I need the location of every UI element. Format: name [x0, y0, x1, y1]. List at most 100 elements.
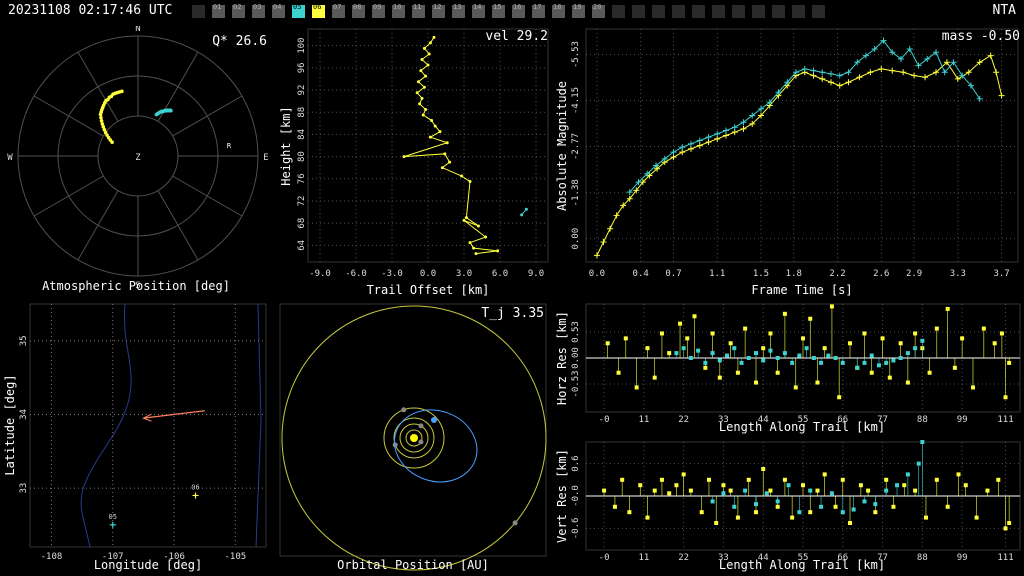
- magnitude-point-05: [731, 124, 738, 131]
- polar-spoke: [172, 175, 243, 217]
- planet-orbit: [393, 417, 435, 459]
- residual-point-06: [645, 515, 650, 520]
- residual-point-06: [902, 483, 907, 488]
- residual-point-05: [829, 491, 834, 496]
- trail-line-06: [403, 37, 498, 255]
- residual-point-06: [960, 336, 965, 341]
- station-box-02: 02: [232, 3, 245, 18]
- magnitude-point-05: [932, 49, 939, 56]
- residual-point-05: [920, 440, 925, 444]
- residual-point-06: [866, 488, 871, 493]
- magnitude-point-06: [900, 69, 907, 76]
- plot-frame: [585, 28, 1019, 263]
- polar-spoke: [33, 95, 104, 137]
- residual-point-06: [880, 336, 885, 341]
- station-box-11: 11: [412, 3, 425, 18]
- residual-point-05: [797, 353, 802, 358]
- residual-point-06: [761, 346, 766, 351]
- trail-point-06: [419, 69, 423, 73]
- latitude-longitude-panel: -108 -107 -106 -105 33 34 35 Longitude [deg] Lat…: [3, 303, 267, 572]
- magnitude-point-05: [941, 69, 948, 76]
- residual-point-06: [862, 331, 867, 336]
- residual-point-06: [634, 385, 639, 390]
- station-box-19: 19: [572, 3, 585, 18]
- residual-point-06: [945, 306, 950, 311]
- station-label: 15: [493, 3, 502, 11]
- trail-ylabel: Height [km]: [279, 106, 293, 185]
- planet-marker: [401, 407, 407, 413]
- trail-point-06: [421, 113, 425, 117]
- trail-point-06: [428, 135, 432, 139]
- trail-xlabel: Trail Offset [km]: [367, 283, 490, 296]
- residual-point-05: [761, 358, 766, 363]
- map-xlabel: Longitude [deg]: [94, 558, 202, 572]
- residual-point-06: [735, 370, 740, 375]
- planet-orbit: [399, 423, 429, 453]
- station-box-18: 18: [552, 3, 565, 18]
- magnitude-point-06: [943, 59, 950, 66]
- residual-point-05: [898, 356, 903, 360]
- station-box-15: 15: [492, 3, 505, 18]
- residual-point-05: [725, 353, 730, 358]
- station-label: 20: [593, 3, 602, 11]
- magnitude-point-06: [633, 187, 640, 194]
- magnitude-point-05: [950, 59, 957, 66]
- planet-marker: [418, 423, 424, 429]
- polar-point-06: [100, 122, 105, 126]
- residual-point-05: [873, 502, 878, 507]
- residual-point-06: [884, 477, 889, 482]
- residual-point-05: [688, 356, 693, 360]
- magnitude-point-05: [687, 140, 694, 147]
- magnitude-point-05: [740, 119, 747, 126]
- residual-point-06: [768, 488, 773, 493]
- residual-point-06: [616, 370, 621, 375]
- magnitude-point-05: [705, 134, 712, 141]
- magnitude-point-06: [922, 74, 929, 81]
- magnitude-point-06: [607, 225, 614, 232]
- x-tick-label: 11: [638, 553, 649, 563]
- residual-point-06: [801, 483, 805, 488]
- station-box-13: 13: [452, 3, 465, 18]
- magnitude-point-05: [810, 67, 817, 74]
- residual-point-06: [898, 341, 903, 346]
- station-box-03: 03: [252, 3, 265, 18]
- trail-point-06: [420, 58, 424, 62]
- trail-point-06: [424, 107, 428, 111]
- residual-point-05: [739, 360, 744, 365]
- polar-xlabel: Atmospheric Position [deg]: [42, 279, 230, 293]
- residual-point-05: [721, 491, 726, 496]
- magnitude-point-06: [856, 74, 863, 81]
- residual-xlabel: Length Along Trail [km]: [719, 558, 885, 572]
- residual-point-06: [620, 477, 625, 482]
- trail-point-06: [415, 91, 419, 95]
- magnitude-point-05: [722, 127, 729, 134]
- residual-point-05: [819, 504, 824, 509]
- polar-point-06: [103, 130, 108, 135]
- network-label: NTA: [992, 3, 1016, 18]
- station-box-slot29: [772, 5, 785, 18]
- station-box-17: 17: [532, 3, 545, 18]
- residual-point-05: [862, 360, 867, 365]
- residual-point-06: [837, 395, 842, 400]
- map-ylabel: Latitude [deg]: [3, 374, 17, 475]
- residual-point-06: [891, 504, 896, 509]
- residual-point-05: [869, 353, 874, 358]
- planet-marker: [418, 439, 424, 445]
- residual-point-06: [652, 375, 657, 380]
- residual-point-05: [895, 483, 900, 488]
- x-tick-label: 66: [837, 415, 848, 425]
- residual-point-06: [728, 341, 733, 346]
- station-box-20: 20: [592, 3, 605, 18]
- residual-point-05: [768, 348, 773, 353]
- residual-point-05: [732, 346, 737, 351]
- magnitude-line-06: [596, 54, 1003, 256]
- y-tick-label: 0.6: [571, 455, 581, 471]
- residual-point-06: [768, 331, 773, 336]
- x-tick-label: 111: [997, 553, 1013, 563]
- residual-point-06: [761, 467, 766, 471]
- magnitude-point-06: [976, 59, 983, 66]
- residual-point-05: [855, 365, 860, 370]
- residual-point-05: [913, 346, 918, 351]
- residual-point-06: [815, 488, 820, 493]
- station-label: 13: [453, 3, 462, 11]
